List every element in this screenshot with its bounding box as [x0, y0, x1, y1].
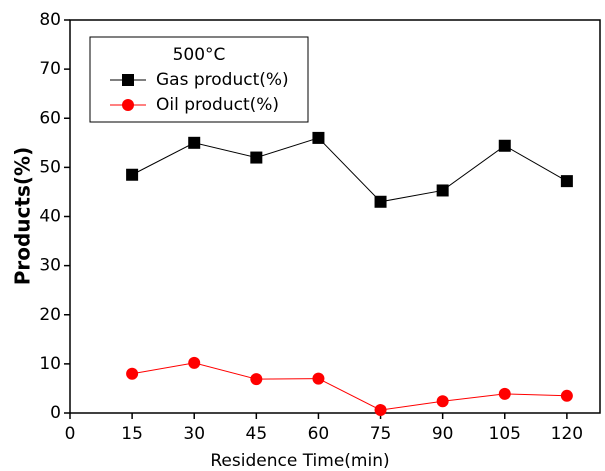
x-axis-label: Residence Time(min) [210, 451, 389, 471]
x-tick-label: 15 [121, 424, 143, 444]
data-point [436, 395, 449, 408]
y-tick-label: 20 [39, 305, 61, 325]
y-axis-label: Products(%) [11, 147, 35, 285]
data-point [250, 151, 263, 164]
x-tick-label: 45 [246, 424, 268, 444]
y-tick-label: 50 [39, 157, 61, 177]
data-point [250, 373, 263, 386]
y-tick-label: 0 [50, 403, 61, 423]
series-line [131, 137, 568, 203]
y-tick-label: 80 [39, 10, 61, 30]
y-tick-label: 40 [39, 207, 61, 227]
y-tick-label: 10 [39, 354, 61, 374]
data-point [498, 387, 511, 400]
data-point [436, 184, 449, 197]
x-tick-label: 105 [489, 424, 521, 444]
y-tick-label: 30 [39, 256, 61, 276]
legend-label: Gas product(%) [156, 70, 289, 90]
data-point [374, 404, 387, 417]
y-tick-label: 60 [39, 108, 61, 128]
data-point [560, 175, 573, 188]
data-point [126, 168, 139, 181]
x-tick-label: 75 [370, 424, 392, 444]
data-point [188, 356, 201, 369]
series-line [132, 362, 567, 411]
x-tick-label: 60 [308, 424, 330, 444]
data-point [560, 389, 573, 402]
x-tick-label: 120 [551, 424, 583, 444]
data-point [374, 195, 387, 208]
legend-label: Oil product(%) [156, 95, 279, 115]
x-tick-label: 30 [183, 424, 205, 444]
data-point [312, 131, 325, 144]
data-point [126, 367, 139, 380]
x-tick-label: 90 [432, 424, 454, 444]
data-point [188, 136, 201, 149]
x-tick-label: 0 [65, 424, 76, 444]
legend-marker [122, 99, 134, 111]
data-point [498, 139, 511, 152]
legend-marker [122, 74, 134, 86]
legend-title: 500°C [173, 45, 226, 65]
y-tick-label: 70 [39, 59, 61, 79]
data-point [312, 372, 325, 385]
